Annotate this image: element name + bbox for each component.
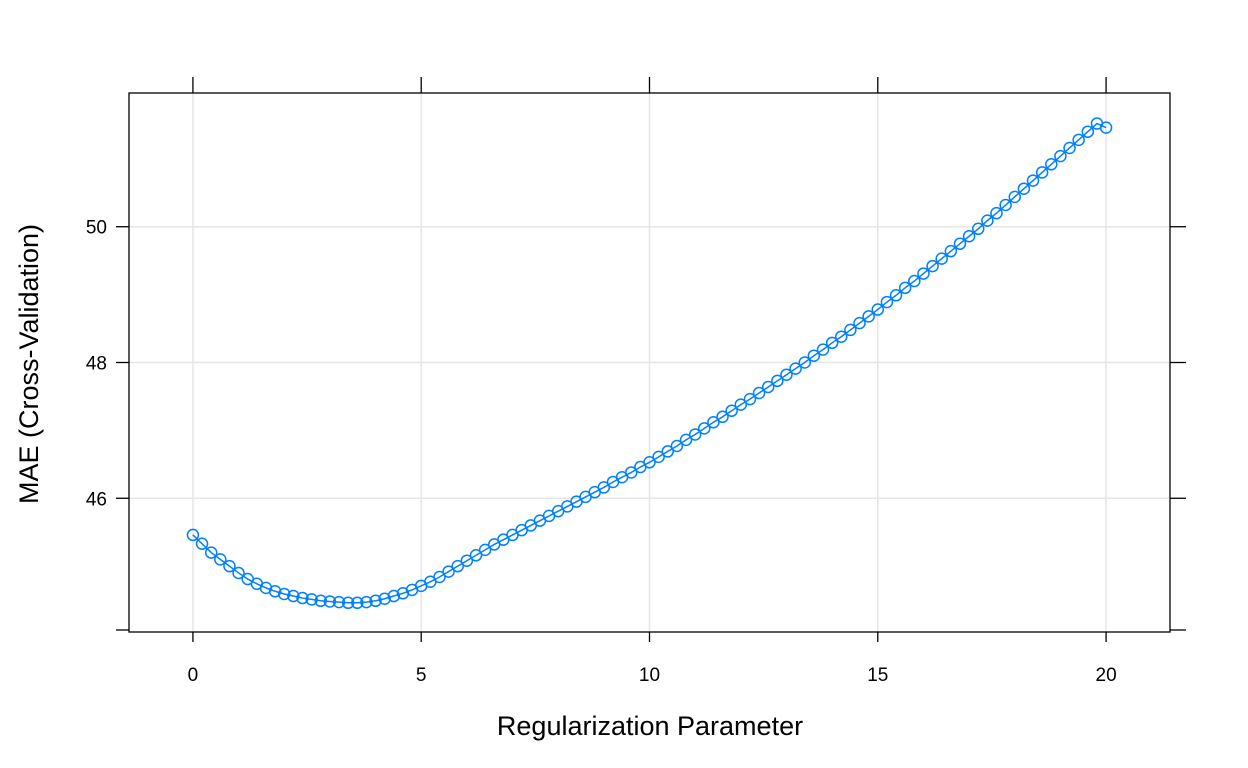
data-point bbox=[707, 415, 720, 429]
data-point bbox=[670, 439, 684, 453]
data-point bbox=[351, 596, 364, 610]
data-point bbox=[469, 549, 483, 562]
data-point bbox=[908, 274, 921, 288]
data-point bbox=[1017, 182, 1031, 195]
data-point bbox=[816, 343, 830, 356]
data-series bbox=[186, 117, 1113, 610]
data-point bbox=[204, 546, 218, 559]
x-tick-label: 10 bbox=[639, 665, 660, 686]
data-point bbox=[360, 595, 373, 609]
x-tick-label: 5 bbox=[416, 665, 427, 686]
x-tick-label: 20 bbox=[1096, 665, 1117, 686]
data-point bbox=[478, 543, 492, 557]
data-point bbox=[268, 585, 282, 598]
data-point bbox=[962, 229, 976, 243]
data-point bbox=[643, 456, 656, 469]
data-point bbox=[341, 596, 355, 610]
data-point bbox=[734, 398, 748, 411]
data-point bbox=[1026, 174, 1040, 187]
data-point bbox=[825, 336, 839, 350]
data-point bbox=[451, 559, 464, 573]
data-point bbox=[287, 589, 300, 603]
data-point bbox=[981, 214, 994, 227]
data-point bbox=[844, 323, 857, 337]
x-tick-label: 0 bbox=[188, 665, 199, 686]
data-point bbox=[378, 592, 391, 605]
data-point bbox=[716, 410, 729, 424]
data-point bbox=[880, 295, 894, 309]
data-point bbox=[798, 356, 811, 369]
x-axis-title: Regularization Parameter bbox=[497, 711, 803, 741]
data-point bbox=[314, 594, 328, 608]
data-point bbox=[387, 589, 401, 603]
y-tick-label: 48 bbox=[86, 354, 107, 375]
data-point bbox=[889, 289, 903, 302]
data-point bbox=[1008, 190, 1022, 204]
data-point bbox=[624, 466, 638, 479]
data-point bbox=[305, 593, 318, 606]
data-point bbox=[917, 267, 930, 280]
data-point bbox=[789, 362, 802, 375]
data-point bbox=[652, 450, 665, 464]
y-tick-label: 50 bbox=[86, 218, 107, 239]
data-point bbox=[862, 310, 875, 323]
grid-lines bbox=[129, 93, 1170, 632]
data-point bbox=[296, 591, 309, 605]
data-point bbox=[898, 281, 912, 295]
data-point bbox=[953, 237, 967, 250]
data-point bbox=[460, 554, 474, 567]
data-point bbox=[944, 244, 958, 258]
data-point bbox=[725, 404, 738, 417]
data-point bbox=[688, 428, 702, 441]
data-point bbox=[807, 349, 821, 362]
y-axis-title: MAE (Cross-Validation) bbox=[14, 224, 44, 504]
data-point bbox=[1045, 158, 1058, 171]
data-point bbox=[1081, 125, 1095, 138]
data-point bbox=[223, 559, 236, 573]
data-point bbox=[232, 566, 245, 580]
data-point bbox=[1035, 166, 1049, 179]
data-point bbox=[679, 433, 693, 447]
data-point bbox=[743, 392, 757, 406]
data-point bbox=[761, 380, 775, 394]
data-point bbox=[442, 565, 455, 578]
data-point bbox=[277, 587, 291, 601]
data-point bbox=[214, 553, 227, 566]
data-point bbox=[1063, 141, 1076, 155]
data-point bbox=[871, 303, 885, 316]
data-point bbox=[926, 259, 939, 273]
data-point bbox=[433, 570, 446, 584]
data-point bbox=[332, 595, 346, 609]
tick-labels: 0 5 10 15 20 46 48 50 bbox=[86, 218, 1117, 686]
data-point bbox=[1072, 133, 1085, 147]
data-point bbox=[971, 222, 985, 236]
data-point bbox=[195, 537, 209, 551]
data-point bbox=[853, 316, 866, 330]
data-point bbox=[597, 481, 611, 494]
data-point bbox=[698, 422, 711, 435]
x-tick-label: 15 bbox=[867, 665, 888, 686]
data-point bbox=[661, 445, 675, 458]
data-point bbox=[999, 198, 1012, 212]
data-point bbox=[186, 528, 200, 542]
data-point bbox=[752, 386, 766, 400]
data-point bbox=[990, 206, 1003, 220]
data-point bbox=[780, 368, 793, 381]
data-point bbox=[835, 330, 848, 343]
data-point bbox=[1099, 121, 1113, 134]
y-tick-label: 46 bbox=[86, 489, 107, 510]
data-point bbox=[323, 595, 337, 608]
data-point bbox=[369, 594, 382, 608]
data-point bbox=[935, 252, 948, 265]
data-point bbox=[1054, 149, 1067, 163]
axis-ticks bbox=[116, 77, 1186, 642]
data-point bbox=[771, 374, 784, 388]
